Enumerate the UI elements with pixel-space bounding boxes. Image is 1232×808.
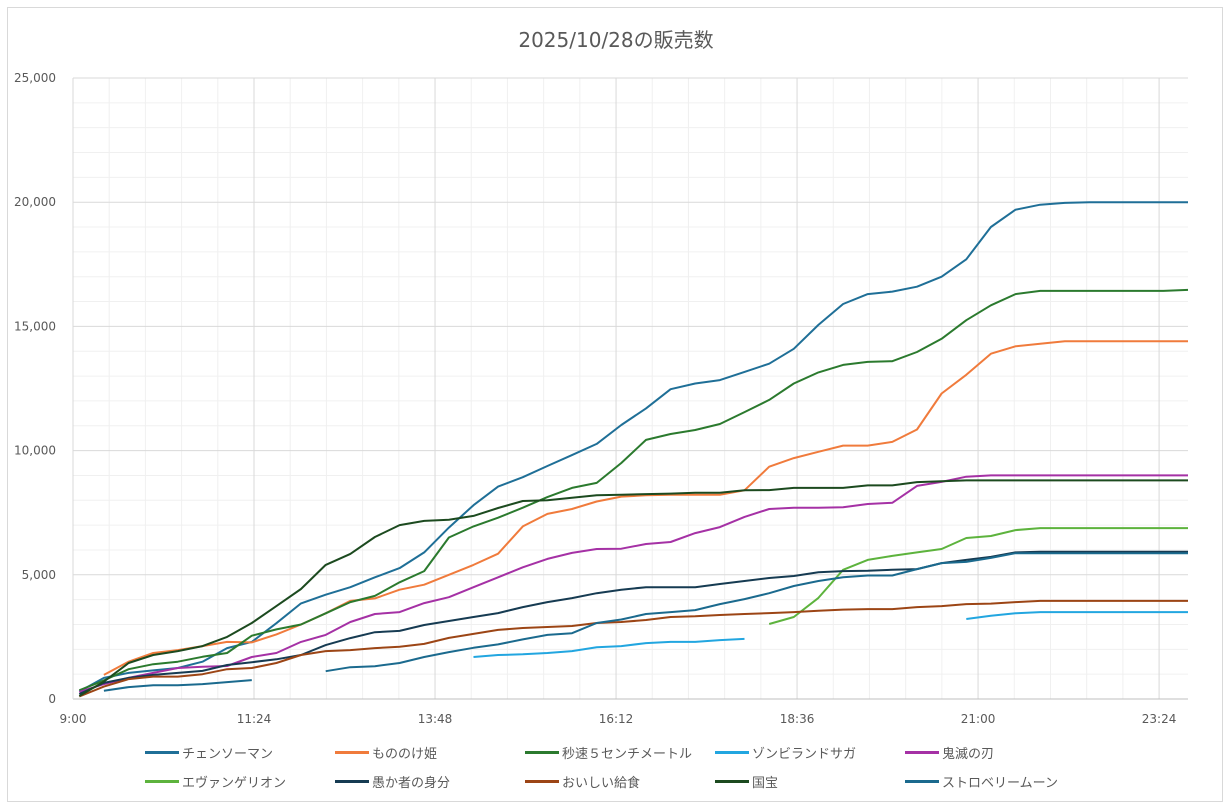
legend-item: もののけ姫 xyxy=(335,742,437,762)
legend-swatch xyxy=(525,779,559,783)
legend-item: ストロベリームーン xyxy=(905,771,1058,791)
x-tick-label: 23:24 xyxy=(1142,712,1177,726)
y-tick-label: 10,000 xyxy=(14,444,56,458)
legend-item: 愚か者の身分 xyxy=(335,771,450,791)
series-line-5 xyxy=(78,474,1188,693)
legend-swatch xyxy=(525,750,559,754)
legend-label: 秒速５センチメートル xyxy=(562,746,693,762)
legend-label: もののけ姫 xyxy=(372,746,438,762)
x-tick-label: 9:00 xyxy=(60,712,87,726)
legend-swatch xyxy=(145,779,179,783)
legend-label: ゾンビランドサガ xyxy=(752,746,857,762)
x-tick-label: 13:48 xyxy=(418,712,453,726)
legend-label: エヴァンゲリオン xyxy=(182,775,287,791)
legend-label: 愚か者の身分 xyxy=(372,775,451,791)
series-line-8 xyxy=(78,599,1188,698)
x-tick-label: 16:12 xyxy=(599,712,634,726)
series-line-7 xyxy=(78,550,1188,695)
legend-swatch xyxy=(335,750,369,754)
legend-item: 国宝 xyxy=(715,771,778,791)
legend-swatch xyxy=(715,750,749,754)
legend-label: 国宝 xyxy=(752,775,779,791)
chart-frame xyxy=(7,7,1223,802)
y-tick-label: 15,000 xyxy=(14,319,56,333)
legend-swatch xyxy=(905,750,939,754)
x-tick-label: 21:00 xyxy=(961,712,996,726)
y-tick-label: 0 xyxy=(48,692,56,706)
legend-label: ストロベリームーン xyxy=(942,775,1058,791)
legend-label: おいしい給食 xyxy=(562,775,641,791)
series-line-4 xyxy=(473,611,1188,658)
legend-item: チェンソーマン xyxy=(145,742,273,762)
x-tick-label: 11:24 xyxy=(237,712,272,726)
series-line-1 xyxy=(78,201,1188,693)
chart-title: 2025/10/28の販売数 xyxy=(518,28,714,52)
legend-item: ゾンビランドサガ xyxy=(715,742,856,762)
x-tick-label: 18:36 xyxy=(780,712,815,726)
y-tick-label: 20,000 xyxy=(14,195,56,209)
legend-swatch xyxy=(905,779,939,783)
series-line-2 xyxy=(103,340,1188,676)
y-tick-label: 5,000 xyxy=(22,568,56,582)
legend-swatch xyxy=(715,779,749,783)
series-line-9 xyxy=(78,479,1188,697)
legend: チェンソーマン もののけ姫 秒速５センチメートル ゾンビランドサガ 鬼滅の刃エヴァンゲリ… xyxy=(0,740,1232,800)
legend-item: 秒速５センチメートル xyxy=(525,742,692,762)
legend-swatch xyxy=(335,779,369,783)
legend-label: チェンソーマン xyxy=(182,746,274,762)
legend-swatch xyxy=(145,750,179,754)
legend-item: エヴァンゲリオン xyxy=(145,771,286,791)
series-line-3 xyxy=(78,288,1189,692)
legend-label: 鬼滅の刃 xyxy=(942,746,995,762)
legend-item: おいしい給食 xyxy=(525,771,640,791)
series-line-10 xyxy=(103,552,1188,692)
y-tick-label: 25,000 xyxy=(14,71,56,85)
legend-item: 鬼滅の刃 xyxy=(905,742,994,762)
series-line-6 xyxy=(768,527,1188,625)
